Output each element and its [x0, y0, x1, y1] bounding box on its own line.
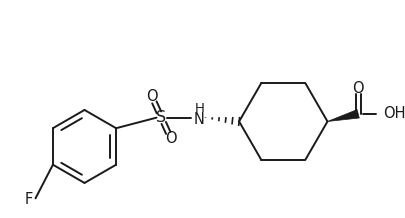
Text: F: F — [25, 192, 33, 207]
Text: S: S — [156, 110, 166, 125]
Text: O: O — [352, 81, 363, 96]
Text: H: H — [194, 102, 204, 116]
Polygon shape — [327, 110, 358, 121]
Text: O: O — [165, 131, 176, 146]
Text: N: N — [193, 112, 204, 127]
Text: OH: OH — [382, 106, 405, 121]
Text: O: O — [145, 89, 157, 104]
